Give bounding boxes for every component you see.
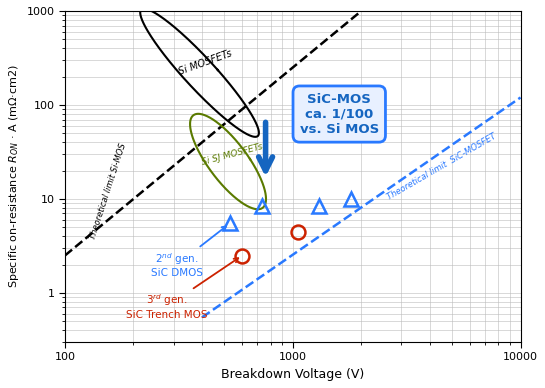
Y-axis label: Specific on-resistance $R_{ON}$ · A (m$\Omega$·cm2): Specific on-resistance $R_{ON}$ · A (m$\… [7, 64, 21, 289]
X-axis label: Breakdown Voltage (V): Breakdown Voltage (V) [221, 368, 365, 381]
Text: Si MOSFETs: Si MOSFETs [178, 48, 234, 77]
Text: Theoretical limit  SiC-MOSFET: Theoretical limit SiC-MOSFET [385, 132, 498, 202]
Text: Si SJ MOSFETs: Si SJ MOSFETs [200, 142, 263, 166]
Text: 3$^{rd}$ gen.
SiC Trench MOS: 3$^{rd}$ gen. SiC Trench MOS [126, 258, 238, 320]
Text: SiC-MOS
ca. 1/100
vs. Si MOS: SiC-MOS ca. 1/100 vs. Si MOS [300, 93, 379, 135]
Text: Theoretical limit Si-MOS: Theoretical limit Si-MOS [88, 142, 128, 241]
Text: 2$^{nd}$ gen.
SiC DMOS: 2$^{nd}$ gen. SiC DMOS [151, 226, 226, 278]
